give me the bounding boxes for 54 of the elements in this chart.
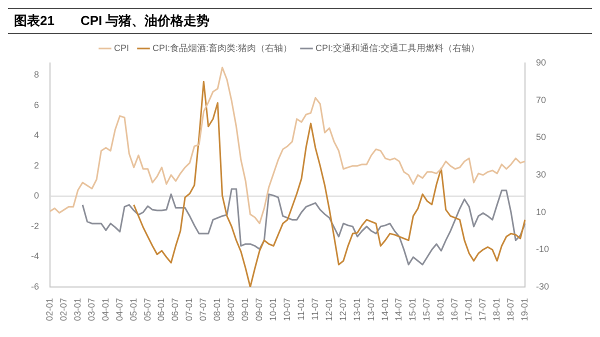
- y2-tick-label: 90: [536, 57, 546, 68]
- x-tick-label: 15-01: [408, 298, 418, 322]
- x-tick-label: 05-07: [142, 298, 152, 322]
- x-tick-label: 16-01: [436, 298, 446, 322]
- x-tick-label: 10-01: [268, 298, 278, 322]
- x-tick-label: 19-01: [519, 298, 530, 322]
- x-tick-label: 15-07: [422, 298, 432, 322]
- y-tick-label: -4: [30, 251, 39, 262]
- x-tick-label: 06-01: [156, 298, 166, 322]
- x-tick-label: 16-07: [450, 298, 460, 322]
- x-tick-label: 02-01: [44, 298, 54, 322]
- x-tick-label: 17-07: [478, 298, 488, 322]
- x-tick-label: 07-01: [184, 298, 194, 322]
- x-tick-label: 09-07: [254, 298, 264, 322]
- x-tick-label: 13-01: [352, 298, 362, 322]
- legend-label: CPI:食品烟酒:畜肉类:猪肉（右轴）: [152, 42, 292, 53]
- y2-tick-label: 50: [536, 132, 546, 142]
- x-tick-label: 06-07: [170, 298, 180, 322]
- x-tick-label: 07-07: [198, 298, 208, 322]
- x-tick-label: 03-01: [72, 298, 82, 322]
- x-tick-label: 11-01: [296, 298, 306, 320]
- x-tick-label: 18-07: [506, 298, 516, 322]
- y-tick-label: 4: [34, 130, 39, 140]
- y2-tick-label: 10: [536, 206, 546, 217]
- x-tick-label: 10-07: [282, 298, 292, 322]
- x-tick-label: 02-07: [58, 298, 68, 322]
- y2-tick-label: 70: [536, 94, 546, 105]
- x-tick-label: 08-07: [226, 298, 236, 322]
- legend-label: CPI: [114, 42, 130, 53]
- x-tick-label: 18-01: [492, 298, 502, 322]
- x-tick-label: 17-01: [464, 298, 474, 322]
- y-tick-label: 6: [34, 100, 39, 110]
- x-tick-label: 05-01: [128, 298, 138, 322]
- y2-tick-label: -10: [536, 244, 550, 254]
- x-tick-label: 09-01: [240, 298, 250, 322]
- x-tick-label: 03-07: [86, 298, 96, 322]
- chart-title: 图表21 CPI 与猪、油价格走势: [8, 8, 592, 34]
- y-tick-label: -6: [30, 281, 39, 292]
- x-tick-label: 12-07: [338, 298, 348, 322]
- y-tick-label: 0: [34, 190, 39, 201]
- y2-tick-label: 30: [536, 169, 546, 180]
- y-tick-label: 2: [34, 160, 39, 170]
- y-tick-label: 8: [34, 70, 39, 80]
- y2-tick-label: -30: [536, 281, 550, 292]
- x-tick-label: 08-01: [212, 298, 222, 322]
- x-tick-label: 04-01: [100, 298, 110, 322]
- legend-label: CPI:交通和通信:交通工具用燃料（右轴）: [316, 42, 480, 53]
- y-tick-label: -2: [30, 220, 39, 231]
- x-tick-label: 04-07: [114, 298, 124, 322]
- x-tick-label: 13-07: [366, 298, 376, 322]
- x-tick-label: 11-07: [310, 298, 320, 320]
- x-tick-label: 14-07: [394, 298, 404, 322]
- x-tick-label: 12-01: [324, 298, 334, 322]
- x-tick-label: 14-01: [380, 298, 390, 322]
